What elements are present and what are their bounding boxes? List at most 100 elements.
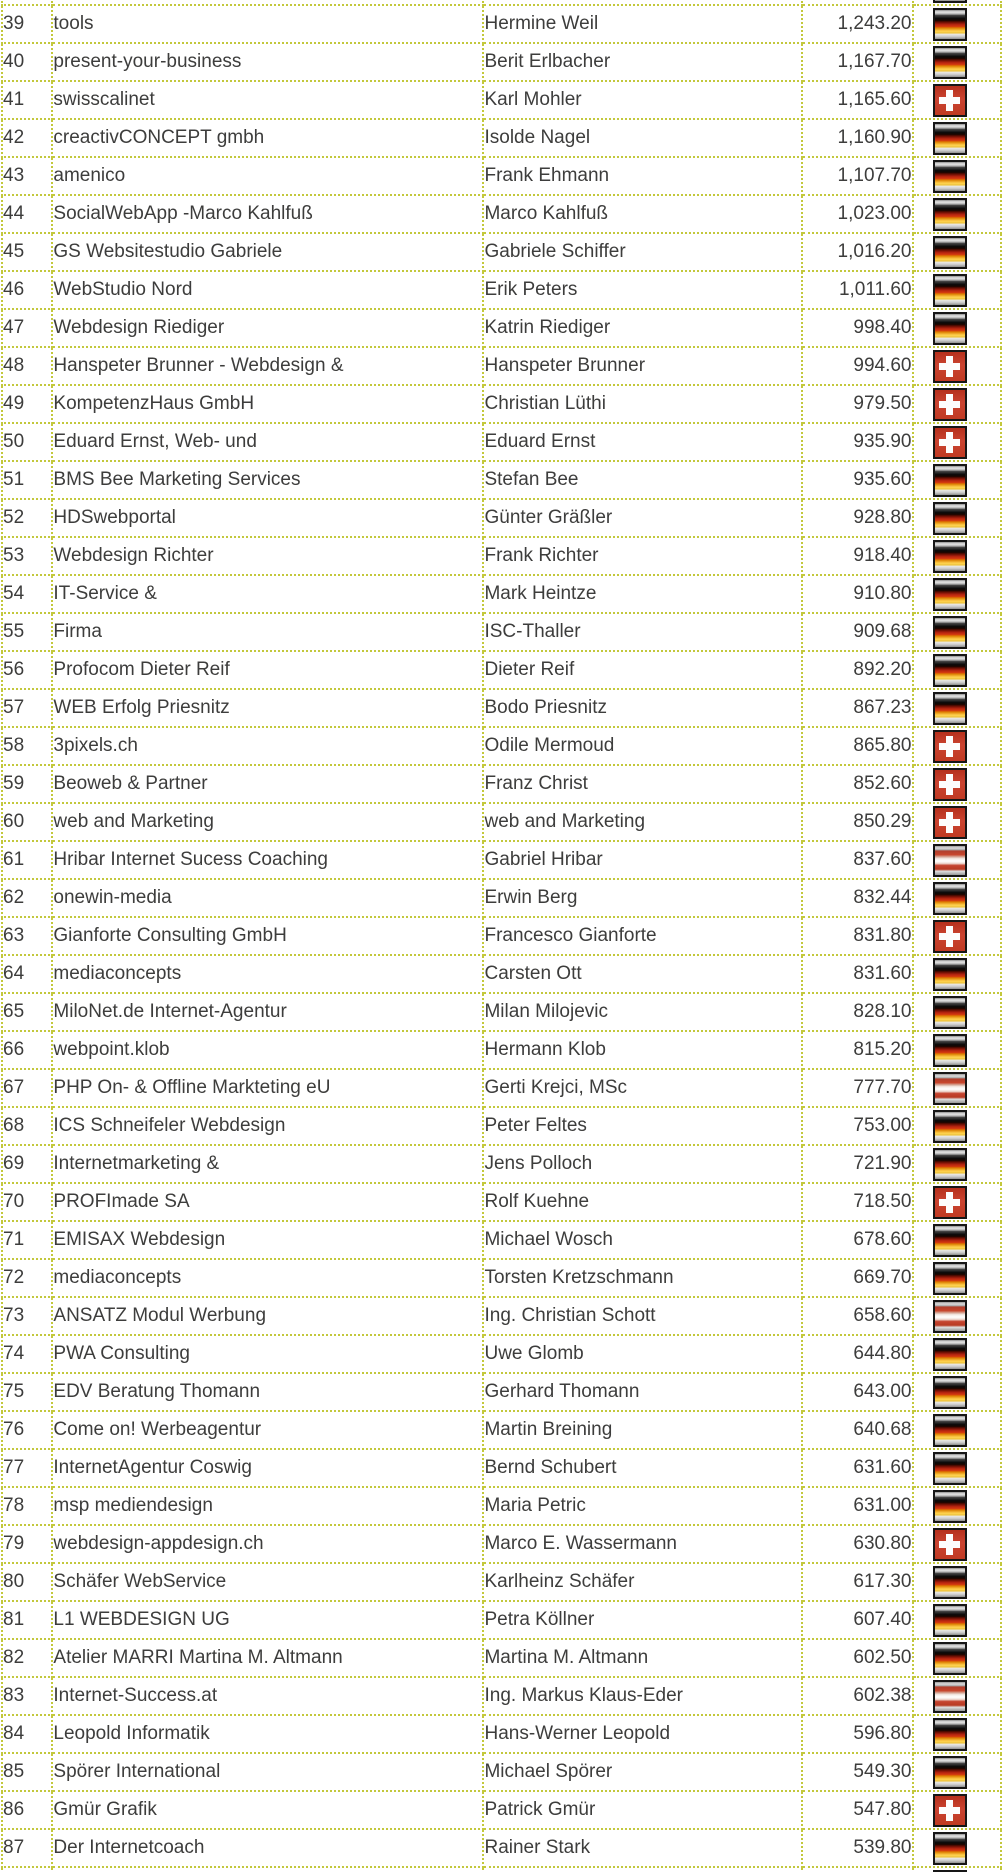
company-cell: Spörer International (51, 1752, 485, 1792)
table-row: 85 Spörer International Michael Spörer 549.… (0, 1752, 1002, 1792)
score-cell: 918.40 (801, 536, 914, 576)
rank-cell: 71 (0, 1220, 54, 1260)
table-row: 72 mediaconcepts Torsten Kretzschmann 669.7… (0, 1258, 1002, 1298)
flag-cell (911, 726, 1002, 766)
score-cell: 1,243.20 (801, 4, 914, 44)
table-row: 58 3pixels.ch Odile Mermoud 865.80 (0, 726, 1002, 766)
table-row: 73 ANSATZ Modul Werbung Ing. Christian Sch… (0, 1296, 1002, 1336)
contact-cell: Maria Petric (482, 1486, 804, 1526)
company-cell: creactivCONCEPT gmbh (51, 118, 485, 158)
rank-cell: 46 (0, 270, 54, 310)
flag-cell (911, 1562, 1002, 1602)
contact-cell: Marco E. Wassermann (482, 1524, 804, 1564)
rank-cell: 54 (0, 574, 54, 614)
score-cell: 892.20 (801, 650, 914, 690)
score-cell: 631.00 (801, 1486, 914, 1526)
flag-cell (911, 954, 1002, 994)
score-cell: 831.80 (801, 916, 914, 956)
company-cell: Schäfer WebService (51, 1562, 485, 1602)
contact-cell: Berit Erlbacher (482, 42, 804, 82)
flag-germany-icon (932, 1641, 967, 1675)
rank-cell (0, 1866, 54, 1872)
company-cell: BMS Bee Marketing Services (51, 460, 485, 500)
score-cell: 607.40 (801, 1600, 914, 1640)
score-cell: 1,167.70 (801, 42, 914, 82)
flag-germany-icon (932, 1147, 967, 1181)
flag-switzerland-icon (932, 767, 967, 801)
company-cell: Webdesign Riediger (51, 308, 485, 348)
flag-cell (911, 42, 1002, 82)
flag-germany-icon (932, 1261, 967, 1295)
rank-cell: 87 (0, 1828, 54, 1868)
flag-cell (911, 1258, 1002, 1298)
score-cell: 640.68 (801, 1410, 914, 1450)
flag-switzerland-icon (932, 1185, 967, 1219)
score-cell: 867.23 (801, 688, 914, 728)
score-cell: 998.40 (801, 308, 914, 348)
flag-cell (911, 80, 1002, 120)
company-cell: mediaconcepts (51, 1258, 485, 1298)
score-cell: 1,016.20 (801, 232, 914, 272)
company-cell: msp mediendesign (51, 1486, 485, 1526)
company-cell: PHP On- & Offline Markteting eU (51, 1068, 485, 1108)
flag-cell (911, 1144, 1002, 1184)
flag-cell (911, 270, 1002, 310)
contact-cell: Franz Christ (482, 764, 804, 804)
score-cell: 631.60 (801, 1448, 914, 1488)
rank-cell: 74 (0, 1334, 54, 1374)
rank-cell: 73 (0, 1296, 54, 1336)
rank-cell: 81 (0, 1600, 54, 1640)
rank-cell: 58 (0, 726, 54, 766)
flag-germany-icon (932, 1337, 967, 1371)
company-cell: swisscalinet (51, 80, 485, 120)
score-cell: 596.80 (801, 1714, 914, 1754)
contact-cell: Hermine Weil (482, 4, 804, 44)
company-cell: Internetmarketing & (51, 1144, 485, 1184)
rank-cell: 64 (0, 954, 54, 994)
score-cell: 831.60 (801, 954, 914, 994)
contact-cell: Michael Wosch (482, 1220, 804, 1260)
flag-cell (911, 1334, 1002, 1374)
table-row: 65 MiloNet.de Internet-Agentur Milan Miloj… (0, 992, 1002, 1032)
flag-cell (911, 1182, 1002, 1222)
rank-cell: 42 (0, 118, 54, 158)
company-cell: Profocom Dieter Reif (51, 650, 485, 690)
company-cell: ANSATZ Modul Werbung (51, 1296, 485, 1336)
table-row: 82 Atelier MARRI Martina M. Altmann Martin… (0, 1638, 1002, 1678)
flag-cell (911, 802, 1002, 842)
company-cell: Hribar Internet Sucess Coaching (51, 840, 485, 880)
rank-cell: 63 (0, 916, 54, 956)
company-cell: webpoint.klob (51, 1030, 485, 1070)
contact-cell: Gerhard Thomann (482, 1372, 804, 1412)
company-cell: webdesign-appdesign.ch (51, 1524, 485, 1564)
flag-germany-icon (932, 653, 967, 687)
contact-cell: Francesco Gianforte (482, 916, 804, 956)
flag-germany-icon (932, 1603, 967, 1637)
table-row: 75 EDV Beratung Thomann Gerhard Thomann 643… (0, 1372, 1002, 1412)
flag-switzerland-icon (932, 805, 967, 839)
rank-cell: 40 (0, 42, 54, 82)
score-cell: 658.60 (801, 1296, 914, 1336)
rank-cell: 60 (0, 802, 54, 842)
table-row: 61 Hribar Internet Sucess Coaching Gabriel… (0, 840, 1002, 880)
company-cell: ICS Schneifeler Webdesign (51, 1106, 485, 1146)
table-row: 44 SocialWebApp -Marco Kahlfuß Marco Kahlf… (0, 194, 1002, 234)
score-cell: 753.00 (801, 1106, 914, 1146)
flag-switzerland-icon (932, 387, 967, 421)
flag-cell (911, 1790, 1002, 1830)
flag-cell (911, 650, 1002, 690)
table-row: 59 Beoweb & Partner Franz Christ 852.60 (0, 764, 1002, 804)
company-cell: Atelier MARRI Martina M. Altmann (51, 1638, 485, 1678)
contact-cell: Ing. Christian Schott (482, 1296, 804, 1336)
flag-germany-icon (932, 1413, 967, 1447)
score-cell: 979.50 (801, 384, 914, 424)
flag-austria-icon (932, 1679, 967, 1713)
flag-cell (911, 764, 1002, 804)
table-row: 66 webpoint.klob Hermann Klob 815.20 (0, 1030, 1002, 1070)
flag-switzerland-icon (932, 1793, 967, 1827)
rank-cell: 82 (0, 1638, 54, 1678)
contact-cell: Martina M. Altmann (482, 1638, 804, 1678)
flag-germany-icon (932, 501, 967, 535)
flag-cell (911, 1752, 1002, 1792)
company-cell: Internet-Success.at (51, 1676, 485, 1716)
